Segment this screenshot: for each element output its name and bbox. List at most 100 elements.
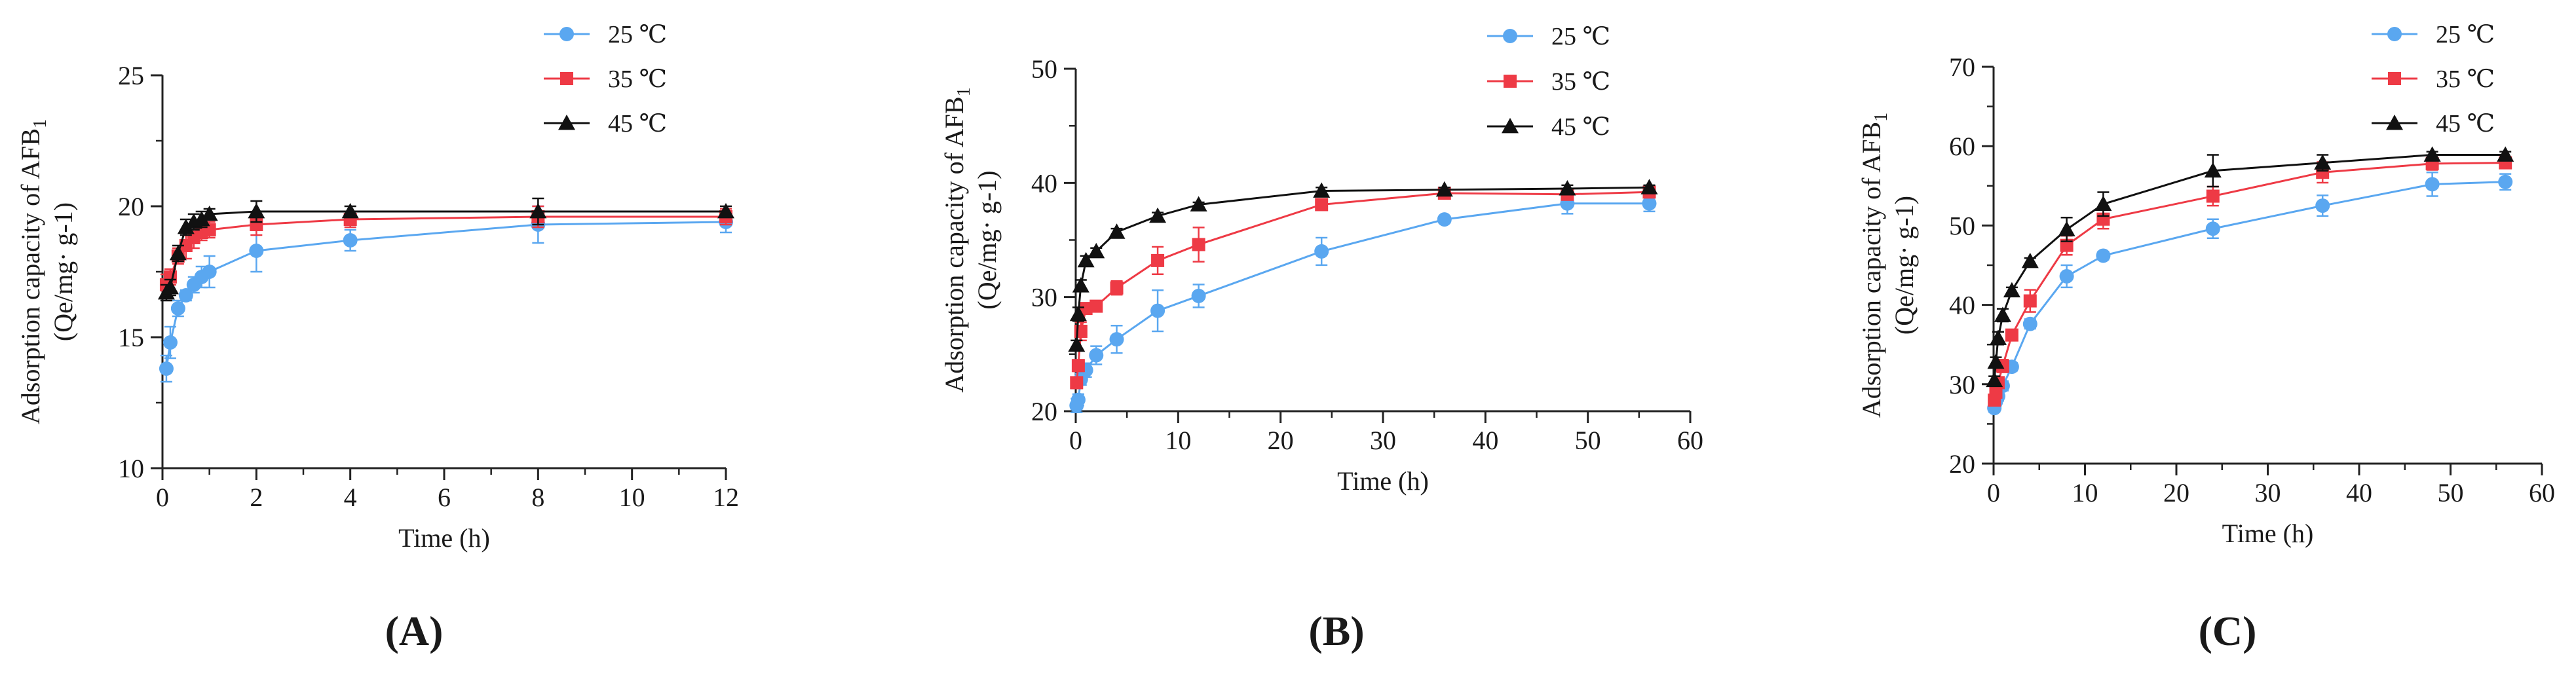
data-point bbox=[1089, 348, 1104, 363]
data-point bbox=[2003, 282, 2020, 298]
legend-marker bbox=[2386, 115, 2403, 130]
y-axis-title-units: (Qe/mg· g-1) bbox=[972, 170, 1002, 309]
data-point bbox=[1437, 212, 1452, 227]
x-tick-label: 6 bbox=[438, 483, 451, 512]
data-point bbox=[1190, 196, 1207, 212]
series-35c bbox=[159, 205, 732, 297]
legend-label: 25 ℃ bbox=[608, 21, 667, 48]
data-point bbox=[2315, 198, 2330, 213]
data-point bbox=[1069, 305, 1087, 322]
y-tick-label: 20 bbox=[1031, 397, 1057, 426]
data-point bbox=[1994, 306, 2011, 322]
data-point bbox=[162, 335, 178, 350]
data-point bbox=[249, 244, 264, 258]
legend-marker bbox=[560, 72, 573, 85]
data-point bbox=[1108, 223, 1126, 239]
data-point bbox=[2059, 268, 2074, 284]
data-point bbox=[178, 288, 193, 303]
x-tick-label: 10 bbox=[2072, 478, 2098, 507]
chart-panel-3: 20 30 40 50 60 70 0 10 20 30 40 50 60 Time (h) Adsorpt… bbox=[1857, 21, 2555, 548]
x-tick-label: 10 bbox=[619, 483, 645, 512]
data-point bbox=[2023, 294, 2037, 308]
data-point bbox=[343, 233, 358, 248]
series-25c bbox=[159, 205, 733, 383]
x-tick-label: 60 bbox=[1677, 426, 1703, 455]
data-point bbox=[1150, 303, 1165, 318]
y-axis-title: Adsorption capacity of AFB1 bbox=[16, 119, 50, 424]
data-point bbox=[1314, 244, 1329, 259]
legend-label: 45 ℃ bbox=[2436, 110, 2495, 138]
legend-marker bbox=[2387, 27, 2402, 41]
data-point bbox=[202, 265, 217, 279]
series-45c bbox=[157, 197, 734, 302]
data-point bbox=[161, 279, 179, 295]
legend-label: 25 ℃ bbox=[1551, 23, 1610, 50]
data-point bbox=[341, 203, 359, 219]
x-tick-label: 0 bbox=[1987, 478, 2000, 507]
y-axis-title-units: (Qe/mg· g-1) bbox=[48, 202, 78, 341]
panel-label: (B) bbox=[1308, 608, 1364, 654]
y-tick-label: 30 bbox=[1031, 283, 1057, 312]
data-point bbox=[1072, 277, 1089, 293]
x-tick-label: 30 bbox=[1370, 426, 1396, 455]
legend-marker bbox=[1503, 29, 1517, 43]
data-point bbox=[170, 301, 185, 316]
x-tick-label: 20 bbox=[2163, 478, 2189, 507]
data-point bbox=[2314, 154, 2332, 170]
x-tick-label: 4 bbox=[344, 483, 357, 512]
data-point bbox=[1079, 302, 1093, 316]
legend-marker bbox=[2388, 72, 2401, 85]
x-tick-label: 20 bbox=[1268, 426, 1294, 455]
y-tick-label: 40 bbox=[1949, 291, 1975, 320]
y-tick-label: 50 bbox=[1031, 54, 1057, 84]
legend-label: 35 ℃ bbox=[2436, 65, 2495, 93]
y-axis-title: Adsorption capacity of AFB1 bbox=[1857, 113, 1891, 418]
data-point bbox=[2425, 177, 2440, 192]
x-tick-label: 40 bbox=[2346, 478, 2372, 507]
data-point bbox=[1077, 251, 1095, 268]
panel-label: (A) bbox=[385, 608, 444, 654]
data-point bbox=[1070, 392, 1086, 407]
panel-label: (C) bbox=[2199, 608, 2257, 654]
y-tick-label: 50 bbox=[1949, 211, 1975, 240]
data-point bbox=[2497, 146, 2514, 162]
data-point bbox=[159, 361, 174, 376]
data-point bbox=[248, 203, 265, 219]
x-axis-title: Time (h) bbox=[1337, 466, 1429, 496]
data-point bbox=[1068, 336, 1086, 352]
chart-panel-2: 20 30 40 50 0 10 20 30 40 50 60 Time (h) Adsorption … bbox=[939, 23, 1703, 496]
data-point bbox=[169, 245, 187, 261]
legend-label: 45 ℃ bbox=[608, 110, 667, 138]
legend-marker bbox=[558, 115, 575, 130]
data-point bbox=[1192, 238, 1205, 251]
legend-marker bbox=[559, 27, 574, 41]
y-tick-label: 20 bbox=[118, 192, 144, 221]
data-point bbox=[1435, 181, 1453, 197]
data-point bbox=[1642, 196, 1657, 211]
data-point bbox=[1191, 288, 1206, 303]
y-tick-label: 70 bbox=[1949, 52, 1975, 82]
y-tick-label: 10 bbox=[118, 454, 144, 483]
data-point bbox=[1088, 242, 1105, 259]
x-tick-label: 2 bbox=[250, 483, 263, 512]
x-tick-label: 30 bbox=[2255, 478, 2281, 507]
data-point bbox=[1313, 182, 1331, 198]
y-axis-title: Adsorption capacity of AFB1 bbox=[939, 87, 974, 392]
legend-marker bbox=[1502, 118, 1519, 134]
x-tick-label: 12 bbox=[713, 483, 739, 512]
y-axis-title-units: (Qe/mg· g-1) bbox=[1889, 196, 1919, 335]
x-tick-label: 8 bbox=[531, 483, 544, 512]
y-tick-label: 20 bbox=[1949, 449, 1975, 479]
data-point bbox=[200, 206, 218, 221]
data-point bbox=[2005, 328, 2018, 342]
data-point bbox=[1089, 299, 1103, 313]
y-tick-label: 40 bbox=[1031, 168, 1057, 198]
data-point bbox=[2021, 252, 2039, 268]
data-point bbox=[1986, 371, 2003, 388]
x-axis-title: Time (h) bbox=[2222, 519, 2314, 548]
data-point bbox=[1640, 179, 1658, 194]
x-tick-label: 0 bbox=[156, 483, 169, 512]
data-point bbox=[1149, 207, 1167, 223]
x-tick-label: 60 bbox=[2529, 478, 2555, 507]
